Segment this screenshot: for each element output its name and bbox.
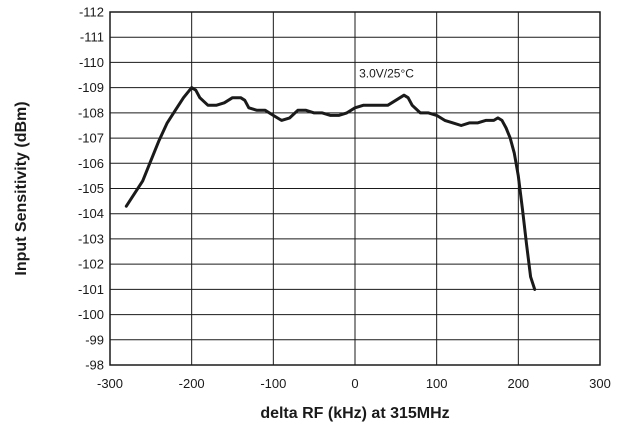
y-tick-label: -111 <box>80 30 104 45</box>
plot-grid <box>110 12 600 365</box>
y-tick-label: -105 <box>78 181 104 196</box>
y-axis-title: Input Sensitivity (dBm) <box>13 101 30 275</box>
plot-frame <box>109 11 601 366</box>
y-tick-label: -101 <box>78 282 104 297</box>
x-tick-label: 200 <box>507 376 529 391</box>
x-axis-title: delta RF (kHz) at 315MHz <box>260 405 449 422</box>
condition-annotation: 3.0V/25°C <box>359 67 414 81</box>
y-tick-label: -103 <box>78 231 104 246</box>
y-tick-label: -100 <box>78 307 104 322</box>
x-tick-label: 0 <box>351 376 358 391</box>
x-tick-label: 300 <box>589 376 611 391</box>
x-tick-label: -200 <box>179 376 205 391</box>
y-tick-label: -112 <box>79 5 104 20</box>
y-axis-ticks: -112 -111 -110 -109 -108 -107 -106 -105 -104 -103… <box>78 5 104 373</box>
y-tick-label: -107 <box>78 131 104 146</box>
x-tick-label: -300 <box>97 376 123 391</box>
sensitivity-curve <box>124 86 537 291</box>
y-tick-label: -110 <box>79 55 104 70</box>
y-tick-label: -98 <box>85 358 104 373</box>
y-tick-label: -106 <box>78 156 104 171</box>
y-tick-label: -102 <box>78 257 104 272</box>
x-tick-label: -100 <box>260 376 286 391</box>
y-tick-label: -109 <box>78 80 104 95</box>
y-tick-label: -104 <box>78 206 104 221</box>
x-axis-ticks: -300 -200 -100 0 100 200 300 <box>97 376 611 391</box>
y-tick-label: -99 <box>85 332 104 347</box>
x-tick-label: 100 <box>426 376 448 391</box>
y-tick-label: -108 <box>78 105 104 120</box>
